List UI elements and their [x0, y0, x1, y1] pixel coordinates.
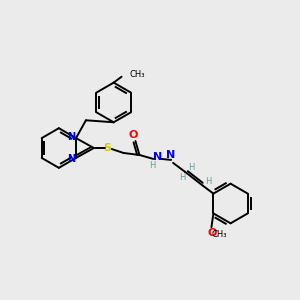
Text: O: O — [129, 130, 138, 140]
Text: N: N — [153, 152, 162, 162]
Text: S: S — [104, 143, 112, 153]
Text: H: H — [206, 177, 212, 186]
Text: H: H — [149, 161, 155, 170]
Text: N: N — [67, 132, 75, 142]
Text: H: H — [188, 163, 194, 172]
Text: N: N — [67, 154, 75, 164]
Text: N: N — [167, 150, 176, 160]
Text: H: H — [179, 173, 185, 182]
Text: CH₃: CH₃ — [212, 230, 227, 239]
Text: O: O — [208, 228, 217, 238]
Text: CH₃: CH₃ — [130, 70, 145, 79]
